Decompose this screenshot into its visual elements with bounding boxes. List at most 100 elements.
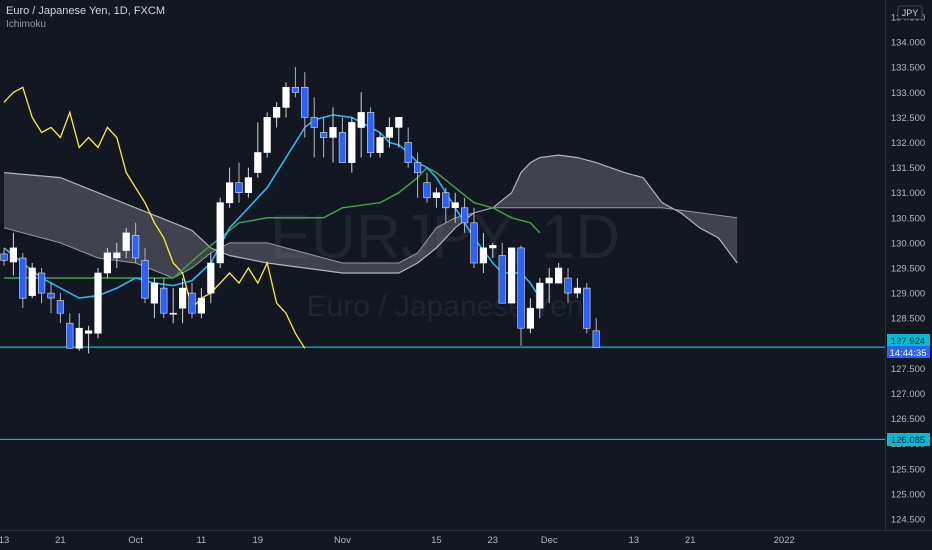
candle — [460, 197, 469, 233]
candle-body — [56, 300, 64, 314]
candle-body — [489, 245, 497, 249]
candle-body — [85, 330, 93, 334]
candle — [423, 172, 431, 203]
candle-body — [432, 192, 441, 198]
price-tick-label: 130.500 — [891, 213, 925, 224]
candle-body — [188, 292, 196, 314]
candle — [244, 167, 253, 198]
time-tick-label: 13 — [0, 535, 9, 546]
candle-body — [395, 117, 403, 128]
candle — [132, 222, 140, 263]
candle — [507, 247, 516, 304]
candle-body — [526, 307, 534, 329]
candle — [517, 245, 525, 346]
candle-body — [47, 292, 55, 299]
candle — [479, 232, 488, 274]
price-tick-label: 125.000 — [891, 489, 925, 500]
candle — [122, 227, 130, 258]
time-tick-label: Dec — [541, 535, 558, 546]
countdown-label: 14:44:35 — [890, 348, 927, 359]
price-tick-label: 133.500 — [891, 63, 925, 74]
candle-body — [226, 182, 234, 204]
chart-legend: Euro / Japanese Yen, 1D, FXCM Ichimoku — [6, 4, 165, 32]
lagging-span — [3, 86, 306, 349]
candle-body — [19, 257, 27, 299]
candle-body — [507, 247, 516, 304]
candle-body — [460, 207, 469, 224]
candle-body — [113, 252, 121, 259]
price-tick-label: 132.000 — [891, 138, 925, 149]
candle — [272, 102, 281, 128]
time-tick-label: Oct — [128, 535, 143, 546]
candle-body — [301, 87, 309, 118]
price-tick-label: 128.500 — [891, 314, 925, 325]
candle — [536, 278, 544, 319]
price-tick-label: 131.500 — [891, 163, 925, 174]
price-tick-label: 127.500 — [891, 364, 925, 375]
candle — [357, 92, 365, 158]
candle — [207, 252, 215, 304]
candle-body — [160, 287, 168, 314]
candle-body — [169, 312, 177, 315]
time-tick-label: Nov — [334, 535, 351, 546]
candle — [395, 117, 403, 148]
price-tick-label: 132.500 — [891, 113, 925, 124]
candle-body — [413, 162, 422, 173]
time-tick-label: 19 — [253, 535, 264, 546]
candle — [385, 117, 394, 148]
candle — [301, 72, 309, 138]
symbol-title[interactable]: Euro / Japanese Yen, 1D, FXCM — [6, 5, 165, 17]
candle — [103, 247, 111, 279]
candle — [310, 97, 318, 158]
candle-body — [423, 182, 431, 199]
price-tick-label: 126.500 — [891, 414, 925, 425]
candle — [216, 197, 224, 268]
candle — [56, 293, 64, 324]
candle — [37, 268, 46, 304]
candle-body — [263, 117, 271, 153]
candle-body — [583, 287, 591, 329]
candle — [235, 162, 243, 203]
candle — [85, 325, 93, 354]
candle — [150, 278, 159, 319]
candle — [451, 192, 459, 223]
candle-body — [37, 272, 46, 294]
time-axis[interactable]: 13 21 Oct 11 19 Nov 15 23 Dec 13 21 2022 — [0, 530, 932, 547]
time-tick-label: 2022 — [774, 535, 795, 546]
base-line — [4, 166, 541, 279]
candle-body — [235, 182, 243, 193]
candle-body — [150, 282, 159, 304]
currency-badge[interactable] — [897, 5, 923, 20]
candle — [348, 117, 356, 173]
candle — [9, 232, 18, 276]
candle-body — [9, 247, 18, 263]
price-tick-label: 131.000 — [891, 188, 925, 199]
candle-body — [338, 132, 347, 163]
candle-body — [28, 267, 36, 296]
candle — [226, 167, 234, 208]
candle — [28, 262, 36, 299]
level-price-label: 126.085 — [891, 435, 925, 446]
currency-label: JPY — [902, 8, 919, 18]
candle-body — [536, 282, 544, 309]
price-axis[interactable]: 124.500125.000125.500126.000126.500127.0… — [885, 0, 926, 530]
candle — [141, 247, 149, 304]
candle — [573, 278, 581, 299]
candle-body — [517, 247, 525, 329]
price-tick-label: 130.000 — [891, 238, 925, 249]
candle-body — [0, 253, 8, 261]
candle — [554, 262, 563, 284]
candle-body — [376, 137, 384, 153]
candle — [545, 268, 553, 304]
candle-body — [132, 235, 140, 259]
indicator-title[interactable]: Ichimoku — [6, 19, 47, 30]
price-tick-label: 125.500 — [891, 464, 925, 475]
candle-body — [545, 277, 553, 284]
leading-span-b — [3, 207, 738, 279]
candle-body — [141, 260, 149, 299]
horizontal-lines[interactable] — [0, 346, 885, 441]
candle — [19, 252, 27, 309]
candle-body — [94, 272, 102, 334]
candle — [291, 67, 300, 98]
